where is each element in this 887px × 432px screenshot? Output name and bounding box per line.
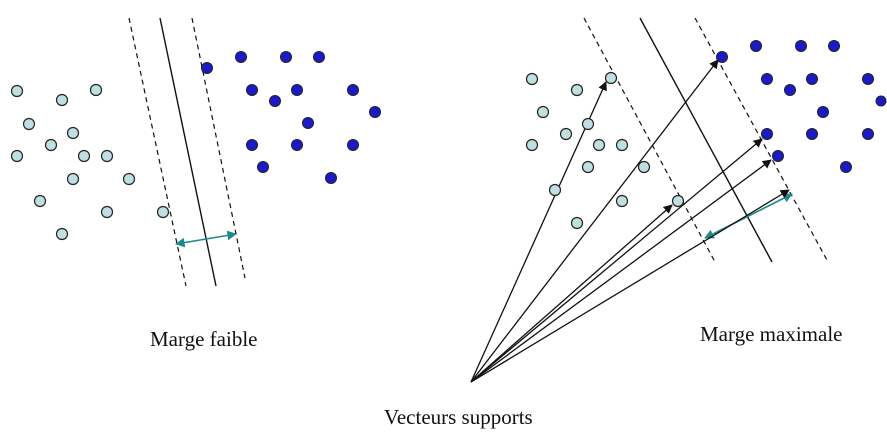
dark-point	[246, 139, 258, 151]
light-point	[525, 72, 539, 86]
dark-point	[716, 51, 728, 63]
dark-point	[772, 150, 784, 162]
light-point	[570, 216, 584, 230]
support-vectors-caption: Vecteurs supports	[384, 405, 533, 429]
dark-point	[257, 161, 269, 173]
dark-point	[325, 172, 337, 184]
light-point	[89, 83, 103, 97]
left-margin-line-1	[128, 17, 187, 287]
dark-point	[862, 128, 874, 140]
left-margin-arrow	[175, 230, 237, 248]
support-vector-arrow	[470, 204, 673, 383]
light-point	[33, 194, 47, 208]
light-point	[77, 149, 91, 163]
dark-point	[806, 73, 818, 85]
light-point	[10, 84, 24, 98]
light-point	[570, 83, 584, 97]
dark-point	[235, 51, 247, 63]
support-vector-arrow	[470, 138, 763, 383]
light-point	[615, 138, 629, 152]
support-vector-arrows	[470, 59, 790, 383]
right-margin-line-1	[583, 17, 716, 263]
dark-point	[784, 84, 796, 96]
left-light-points	[10, 83, 170, 241]
dark-point	[795, 40, 807, 52]
left-caption: Marge faible	[150, 327, 257, 351]
light-point	[581, 160, 595, 174]
dark-point	[817, 106, 829, 118]
light-point	[671, 194, 685, 208]
light-point	[536, 105, 550, 119]
right-caption: Marge maximale	[700, 322, 842, 346]
light-point	[122, 172, 136, 186]
support-vector-arrow	[470, 189, 790, 383]
support-vector-arrow	[470, 59, 719, 383]
dark-point	[347, 139, 359, 151]
right-dark-points	[716, 40, 887, 173]
light-point	[637, 160, 651, 174]
dark-point	[862, 73, 874, 85]
light-point	[559, 127, 573, 141]
dark-point	[269, 95, 281, 107]
right-margin-arrow	[704, 193, 793, 239]
light-point	[10, 149, 24, 163]
dark-point	[750, 40, 762, 52]
right-panel: Marge maximale	[470, 17, 887, 383]
dark-point	[280, 51, 292, 63]
left-dark-points	[201, 51, 381, 184]
light-point	[581, 117, 595, 131]
light-point	[615, 194, 629, 208]
dark-point	[761, 73, 773, 85]
dark-point	[806, 128, 818, 140]
light-point	[66, 172, 80, 186]
support-vector-arrow	[470, 81, 607, 383]
light-point	[592, 138, 606, 152]
light-point	[100, 149, 114, 163]
dark-point	[761, 128, 773, 140]
light-point	[604, 71, 618, 85]
dark-point	[313, 51, 325, 63]
light-point	[100, 205, 114, 219]
dark-point	[347, 84, 359, 96]
dark-point	[875, 95, 887, 107]
dark-point	[369, 106, 381, 118]
light-point	[55, 227, 69, 241]
right-hyperplane	[639, 17, 773, 263]
light-point	[156, 205, 170, 219]
light-point	[66, 126, 80, 140]
light-point	[22, 117, 36, 131]
light-point	[44, 138, 58, 152]
left-panel: Marge faible	[10, 17, 381, 351]
dark-point	[201, 62, 213, 74]
light-point	[55, 93, 69, 107]
dark-point	[840, 161, 852, 173]
light-point	[525, 138, 539, 152]
support-vector-arrow	[470, 159, 772, 383]
dark-point	[246, 84, 258, 96]
dark-point	[291, 139, 303, 151]
dark-point	[291, 84, 303, 96]
dark-point	[302, 117, 314, 129]
light-point	[548, 183, 562, 197]
left-hyperplane	[159, 17, 217, 287]
right-light-points	[525, 71, 685, 230]
dark-point	[828, 40, 840, 52]
